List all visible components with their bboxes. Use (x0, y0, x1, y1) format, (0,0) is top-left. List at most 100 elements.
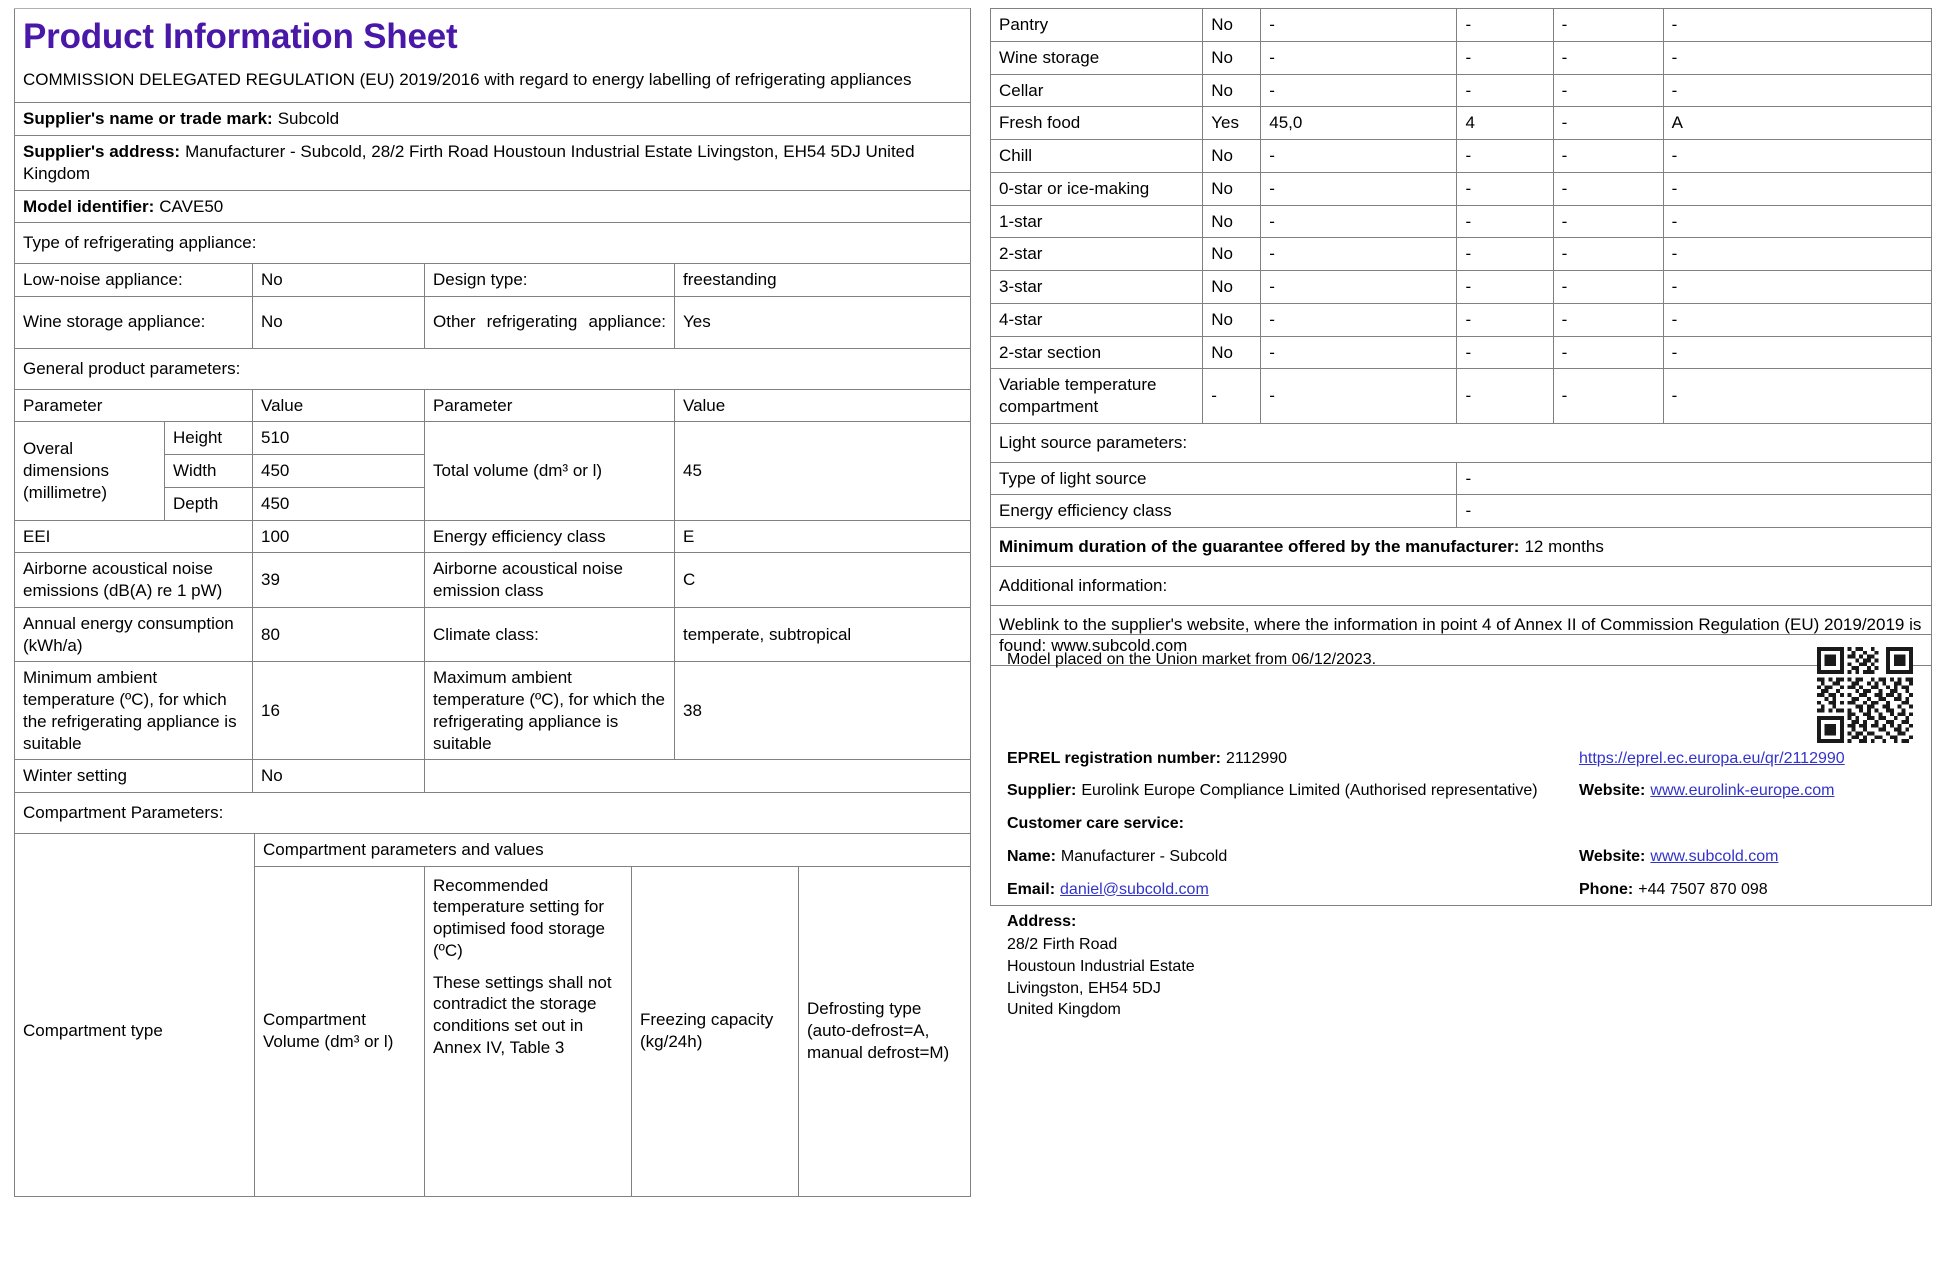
regulation-intro: COMMISSION DELEGATED REGULATION (EU) 201… (23, 69, 912, 89)
care-email-block: Email: daniel@subcold.com (1007, 879, 1579, 912)
col-recommended-temperature: Recommended temperature setting for opti… (424, 865, 632, 1197)
compartment-present: - (1202, 368, 1262, 424)
compartment-type: Fresh food (989, 106, 1204, 140)
supplier-address-row: Supplier's address: Manufacturer - Subcol… (14, 135, 971, 191)
type-heading: Type of refrigerating appliance: (14, 222, 971, 265)
compartment-volume: - (1260, 73, 1458, 108)
weblink-value[interactable]: www.subcold.com (1051, 636, 1188, 656)
general-heading-row: General product parameters: (14, 347, 971, 390)
dimension-key-width: Width (164, 454, 253, 488)
compartment-temp: - (1456, 204, 1554, 239)
compartment-volume: - (1260, 237, 1458, 271)
supplier-info-box: Model placed on the Union market from 06… (990, 634, 1932, 1018)
supplier-name-label: Supplier's name or trade mark: (23, 109, 273, 129)
compartment-temp: - (1456, 73, 1554, 108)
winter-setting-row: Winter setting No (14, 759, 971, 794)
compartment-header-table: Compartment parameters and values Compar… (14, 832, 972, 1197)
table-row: 3-star No - - - - (989, 270, 1933, 304)
light-type-value: - (1456, 461, 1932, 496)
care-email-link[interactable]: daniel@subcold.com (1060, 880, 1209, 898)
compartment-defrost: - (1662, 237, 1933, 271)
table-row: Wine storage No - - - - (989, 40, 1933, 75)
compartment-freezing: - (1552, 204, 1664, 239)
compartment-span-header-row: Compartment parameters and values (14, 832, 972, 867)
compartment-temp: - (1456, 171, 1554, 206)
supplier-block: Supplier: Eurolink Europe Compliance Limi… (1007, 780, 1579, 813)
compartment-defrost: A (1662, 106, 1933, 140)
min-ambient-label: Minimum ambient temperature (ºC), for wh… (14, 661, 253, 761)
compartment-volume: - (1260, 368, 1458, 424)
type-row-0: Low-noise appliance: No Design type: fre… (14, 263, 971, 297)
dimensions-row-depth: Depth 450 (15, 486, 971, 521)
design-type-value: freestanding (674, 263, 971, 297)
type-heading-row: Type of refrigerating appliance: (14, 222, 971, 265)
care-name-block: Name: Manufacturer - Subcold (1007, 846, 1579, 879)
compartment-span-header: Compartment parameters and values (253, 832, 972, 867)
eprel-url-block: https://eprel.ec.europa.eu/qr/2112990 (1579, 748, 1915, 781)
compartment-volume: 45,0 (1260, 106, 1458, 140)
wine-storage-appliance-value: No (252, 295, 425, 349)
title-cell: Product Information Sheet COMMISSION DEL… (14, 7, 971, 104)
care-phone-value: +44 7507 870 098 (1638, 880, 1768, 898)
guarantee-cell: Minimum duration of the guarantee offere… (990, 527, 1932, 567)
care-name-value: Manufacturer - Subcold (1060, 847, 1228, 865)
compartment-defrost: - (1662, 171, 1933, 206)
compartment-volume: - (1260, 8, 1458, 42)
care-address-line-2: Livingston, EH54 5DJ (1007, 979, 1161, 997)
eprel-qr-link[interactable]: https://eprel.ec.europa.eu/qr/2112990 (1579, 749, 1845, 767)
compartment-present: No (1202, 8, 1262, 42)
compartment-present: No (1202, 40, 1262, 75)
guarantee-value: 12 months (1524, 537, 1604, 556)
compartment-columns-row: Compartment type Compartment Volume (dm³… (14, 865, 972, 1197)
supplier-label: Supplier: (1007, 782, 1077, 800)
compartment-volume: - (1260, 335, 1458, 370)
compartment-defrost: - (1662, 335, 1933, 370)
care-website-link[interactable]: www.subcold.com (1650, 847, 1779, 865)
supplier-address-value: Manufacturer - Subcold, 28/2 Firth Road … (23, 142, 915, 183)
annual-energy-value: 80 (252, 606, 425, 663)
compartment-present: No (1202, 171, 1262, 206)
general-columns-row: Parameter Value Parameter Value (14, 388, 971, 423)
eei-value: 100 (252, 519, 425, 554)
light-type-label: Type of light source (989, 461, 1458, 496)
col-value-1: Value (252, 388, 425, 423)
max-ambient-value: 38 (674, 661, 971, 761)
table-row: 4-star No - - - - (989, 302, 1933, 337)
compartment-defrost: - (1662, 139, 1933, 173)
dimensions-row-height: Overal dimensions (millimetre) Height 51… (14, 421, 971, 521)
compartment-freezing: - (1552, 139, 1664, 173)
light-heading-row: Light source parameters: (990, 422, 1932, 463)
eprel-label: EPREL registration number: (1007, 749, 1221, 767)
care-address-block: Address: 28/2 Firth Road Houstoun Indust… (1007, 911, 1579, 1031)
wine-storage-appliance-label: Wine storage appliance: (14, 295, 253, 349)
light-class-value: - (1456, 494, 1932, 528)
care-name-label: Name: (1007, 847, 1056, 865)
energy-efficiency-class-label: Energy efficiency class (424, 519, 675, 554)
model-identifier-row: Model identifier: CAVE50 (14, 189, 971, 224)
care-phone-label: Phone: (1579, 880, 1634, 898)
light-source-heading: Light source parameters: (990, 422, 1932, 463)
max-ambient-label: Maximum ambient temperature (ºC), for wh… (424, 661, 675, 761)
compartment-temp: - (1456, 335, 1554, 370)
title-row: Product Information Sheet COMMISSION DEL… (14, 7, 971, 104)
winter-setting-value: No (252, 759, 425, 794)
type-row-1: Wine storage appliance: No Other refrige… (14, 295, 971, 349)
compartment-defrost: - (1662, 73, 1933, 108)
compartment-heading-row: Compartment Parameters: (14, 792, 971, 834)
compartment-defrost: - (1662, 204, 1933, 239)
supplier-website-link[interactable]: www.eurolink-europe.com (1650, 782, 1835, 800)
noise-class-label: Airborne acoustical noise emission class (424, 552, 675, 608)
model-identifier-value: CAVE50 (159, 196, 224, 216)
care-address-spacer (1579, 911, 1915, 1031)
compartment-freezing: - (1552, 8, 1664, 42)
eprel-value: 2112990 (1225, 749, 1288, 767)
compartment-type: 3-star (989, 270, 1204, 304)
care-website-label: Website: (1579, 847, 1646, 865)
compartment-temp: 4 (1456, 106, 1554, 140)
compartment-present: No (1202, 237, 1262, 271)
supplier-website-block: Website: www.eurolink-europe.com (1579, 780, 1915, 813)
weblink-text: Weblink to the supplier's website, where… (999, 614, 1922, 656)
climate-class-value: temperate, subtropical (674, 606, 971, 663)
general-row-energy: Annual energy consumption (kWh/a) 80 Cli… (14, 606, 971, 663)
table-row: 1-star No - - - - (989, 204, 1933, 239)
